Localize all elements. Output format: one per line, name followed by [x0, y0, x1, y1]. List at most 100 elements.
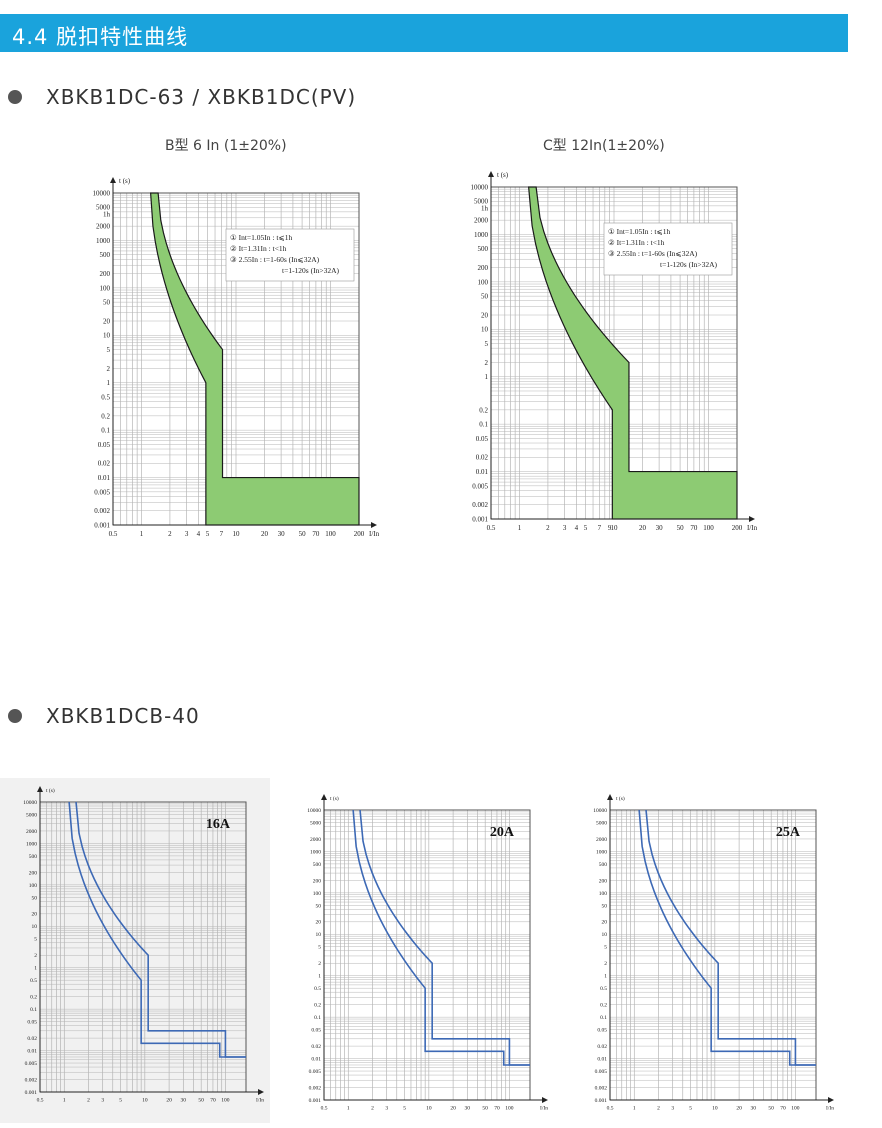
y-tick-label: 1h	[481, 204, 489, 212]
y-tick-label: 1	[318, 974, 321, 980]
y-tick-label: 5	[485, 340, 489, 348]
y-tick-label: 0.05	[597, 1028, 607, 1034]
y-tick-label: 0.1	[479, 421, 488, 429]
y-tick-label: 2	[604, 961, 607, 967]
y-tick-label: 0.02	[311, 1044, 321, 1050]
x-tick-label: 3	[101, 1098, 104, 1104]
trip-curve-chart-20a: 10000 5000 2000 1000 500 200 100 50 20 10 5 2 1 0.5 0.…	[307, 794, 548, 1112]
y-tick-label: 20	[316, 920, 322, 926]
y-tick-label: 10000	[593, 808, 607, 814]
y-tick-label: 10000	[93, 189, 111, 197]
x-tick-label: 0.5	[37, 1098, 44, 1104]
y-tick-label: 0.002	[94, 507, 110, 515]
y-tick-label: 5	[318, 945, 321, 951]
y-tick-label: 0.02	[597, 1044, 607, 1050]
y-tick-label: 0.005	[595, 1069, 608, 1075]
y-tick-label: 0.005	[25, 1061, 38, 1067]
section-heading-label: XBKB1DC-63 / XBKB1DC(PV)	[46, 85, 357, 109]
x-tick-label: 1	[347, 1106, 350, 1112]
y-tick-label: 10000	[307, 808, 321, 814]
note-line: ① Int=1.05In : t⩽1h	[608, 227, 670, 236]
y-tick-label: 0.001	[94, 521, 110, 529]
y-tick-label: 0.005	[94, 488, 110, 496]
y-tick-label: 0.02	[27, 1036, 37, 1042]
y-tick-label: 1	[107, 379, 111, 387]
x-tick-label: 20	[261, 530, 269, 538]
current-rating-label: 16A	[206, 817, 231, 832]
note-line: ① Int=1.05In : t⩽1h	[230, 233, 292, 242]
x-axis-label: I/In	[256, 1098, 264, 1104]
y-tick-label: 0.5	[30, 978, 37, 984]
x-tick-label: 5	[689, 1106, 692, 1112]
y-tick-label: 0.005	[309, 1069, 322, 1075]
y-tick-label: 200	[29, 870, 38, 876]
x-tick-label: 100	[325, 530, 336, 538]
x-tick-label: 30	[751, 1106, 757, 1112]
x-tick-label: 50	[677, 524, 685, 532]
y-axis-arrow-icon	[321, 794, 327, 800]
x-tick-label: 3	[185, 530, 189, 538]
note-line: ② It=1.31In : t<1h	[608, 238, 665, 247]
upper-trip-curve	[75, 801, 246, 1058]
y-tick-label: 0.2	[600, 1003, 607, 1009]
x-axis-label: I/In	[540, 1106, 548, 1112]
lower-trip-curve	[638, 809, 816, 1066]
y-tick-label: 0.01	[476, 468, 489, 476]
x-tick-label: 2	[657, 1106, 660, 1112]
y-tick-label: 20	[602, 920, 608, 926]
y-tick-label: 50	[602, 903, 608, 909]
y-tick-label: 0.01	[98, 474, 111, 482]
y-tick-label: 10	[316, 932, 322, 938]
x-tick-label: 70	[494, 1106, 500, 1112]
y-tick-label: 100	[599, 891, 608, 897]
y-axis-label: t (s)	[497, 171, 509, 179]
y-tick-label: 0.01	[27, 1048, 37, 1054]
y-tick-label: 0.05	[476, 435, 489, 443]
y-tick-label: 10000	[471, 183, 489, 191]
y-tick-label: 0.002	[309, 1085, 322, 1091]
y-tick-label: 200	[313, 878, 322, 884]
y-tick-label: 50	[481, 293, 489, 301]
y-tick-label: 0.01	[311, 1056, 321, 1062]
x-tick-label: 30	[278, 530, 286, 538]
y-tick-label: 0.002	[595, 1085, 608, 1091]
y-tick-label: 0.2	[101, 412, 110, 420]
y-tick-label: 0.5	[101, 393, 110, 401]
section-header-bar: 4.4 脱扣特性曲线	[0, 14, 848, 52]
x-tick-label: 10	[142, 1098, 148, 1104]
y-tick-label: 0.001	[309, 1098, 322, 1104]
x-tick-label: 1	[633, 1106, 636, 1112]
y-tick-label: 1	[604, 974, 607, 980]
mini-chart-background	[0, 778, 270, 1123]
y-tick-label: 5000	[26, 812, 37, 818]
y-tick-label: 1	[34, 966, 37, 972]
note-line: t=1-120s (In>32A)	[282, 266, 339, 275]
x-tick-label: 5	[119, 1098, 122, 1104]
x-tick-label: 20	[450, 1106, 456, 1112]
y-tick-label: 5	[34, 937, 37, 943]
x-tick-label: 2	[371, 1106, 374, 1112]
y-tick-label: 2	[485, 359, 489, 367]
x-tick-label: 4	[197, 530, 201, 538]
section-heading-label: XBKB1DCB-40	[46, 704, 200, 728]
x-tick-label: 70	[780, 1106, 786, 1112]
x-tick-label: 30	[181, 1098, 187, 1104]
x-tick-label: 200	[732, 524, 743, 532]
bullet-dot-icon	[8, 709, 22, 723]
y-tick-label: 200	[599, 878, 608, 884]
y-tick-label: 0.1	[600, 1015, 607, 1021]
x-tick-label: 70	[210, 1098, 216, 1104]
y-axis-arrow-icon	[37, 786, 43, 792]
x-tick-label: 70	[690, 524, 698, 532]
x-tick-label: 2	[168, 530, 172, 538]
x-tick-label: 2	[546, 524, 550, 532]
lower-trip-curve	[68, 801, 246, 1058]
x-tick-label: 9	[608, 524, 612, 532]
y-axis-arrow-icon	[110, 177, 116, 183]
x-tick-label: 50	[299, 530, 307, 538]
x-tick-label: 0.5	[109, 530, 118, 538]
y-tick-label: 0.02	[98, 460, 111, 468]
chart-title-b: B型 6 In (1±20%)	[165, 138, 287, 154]
